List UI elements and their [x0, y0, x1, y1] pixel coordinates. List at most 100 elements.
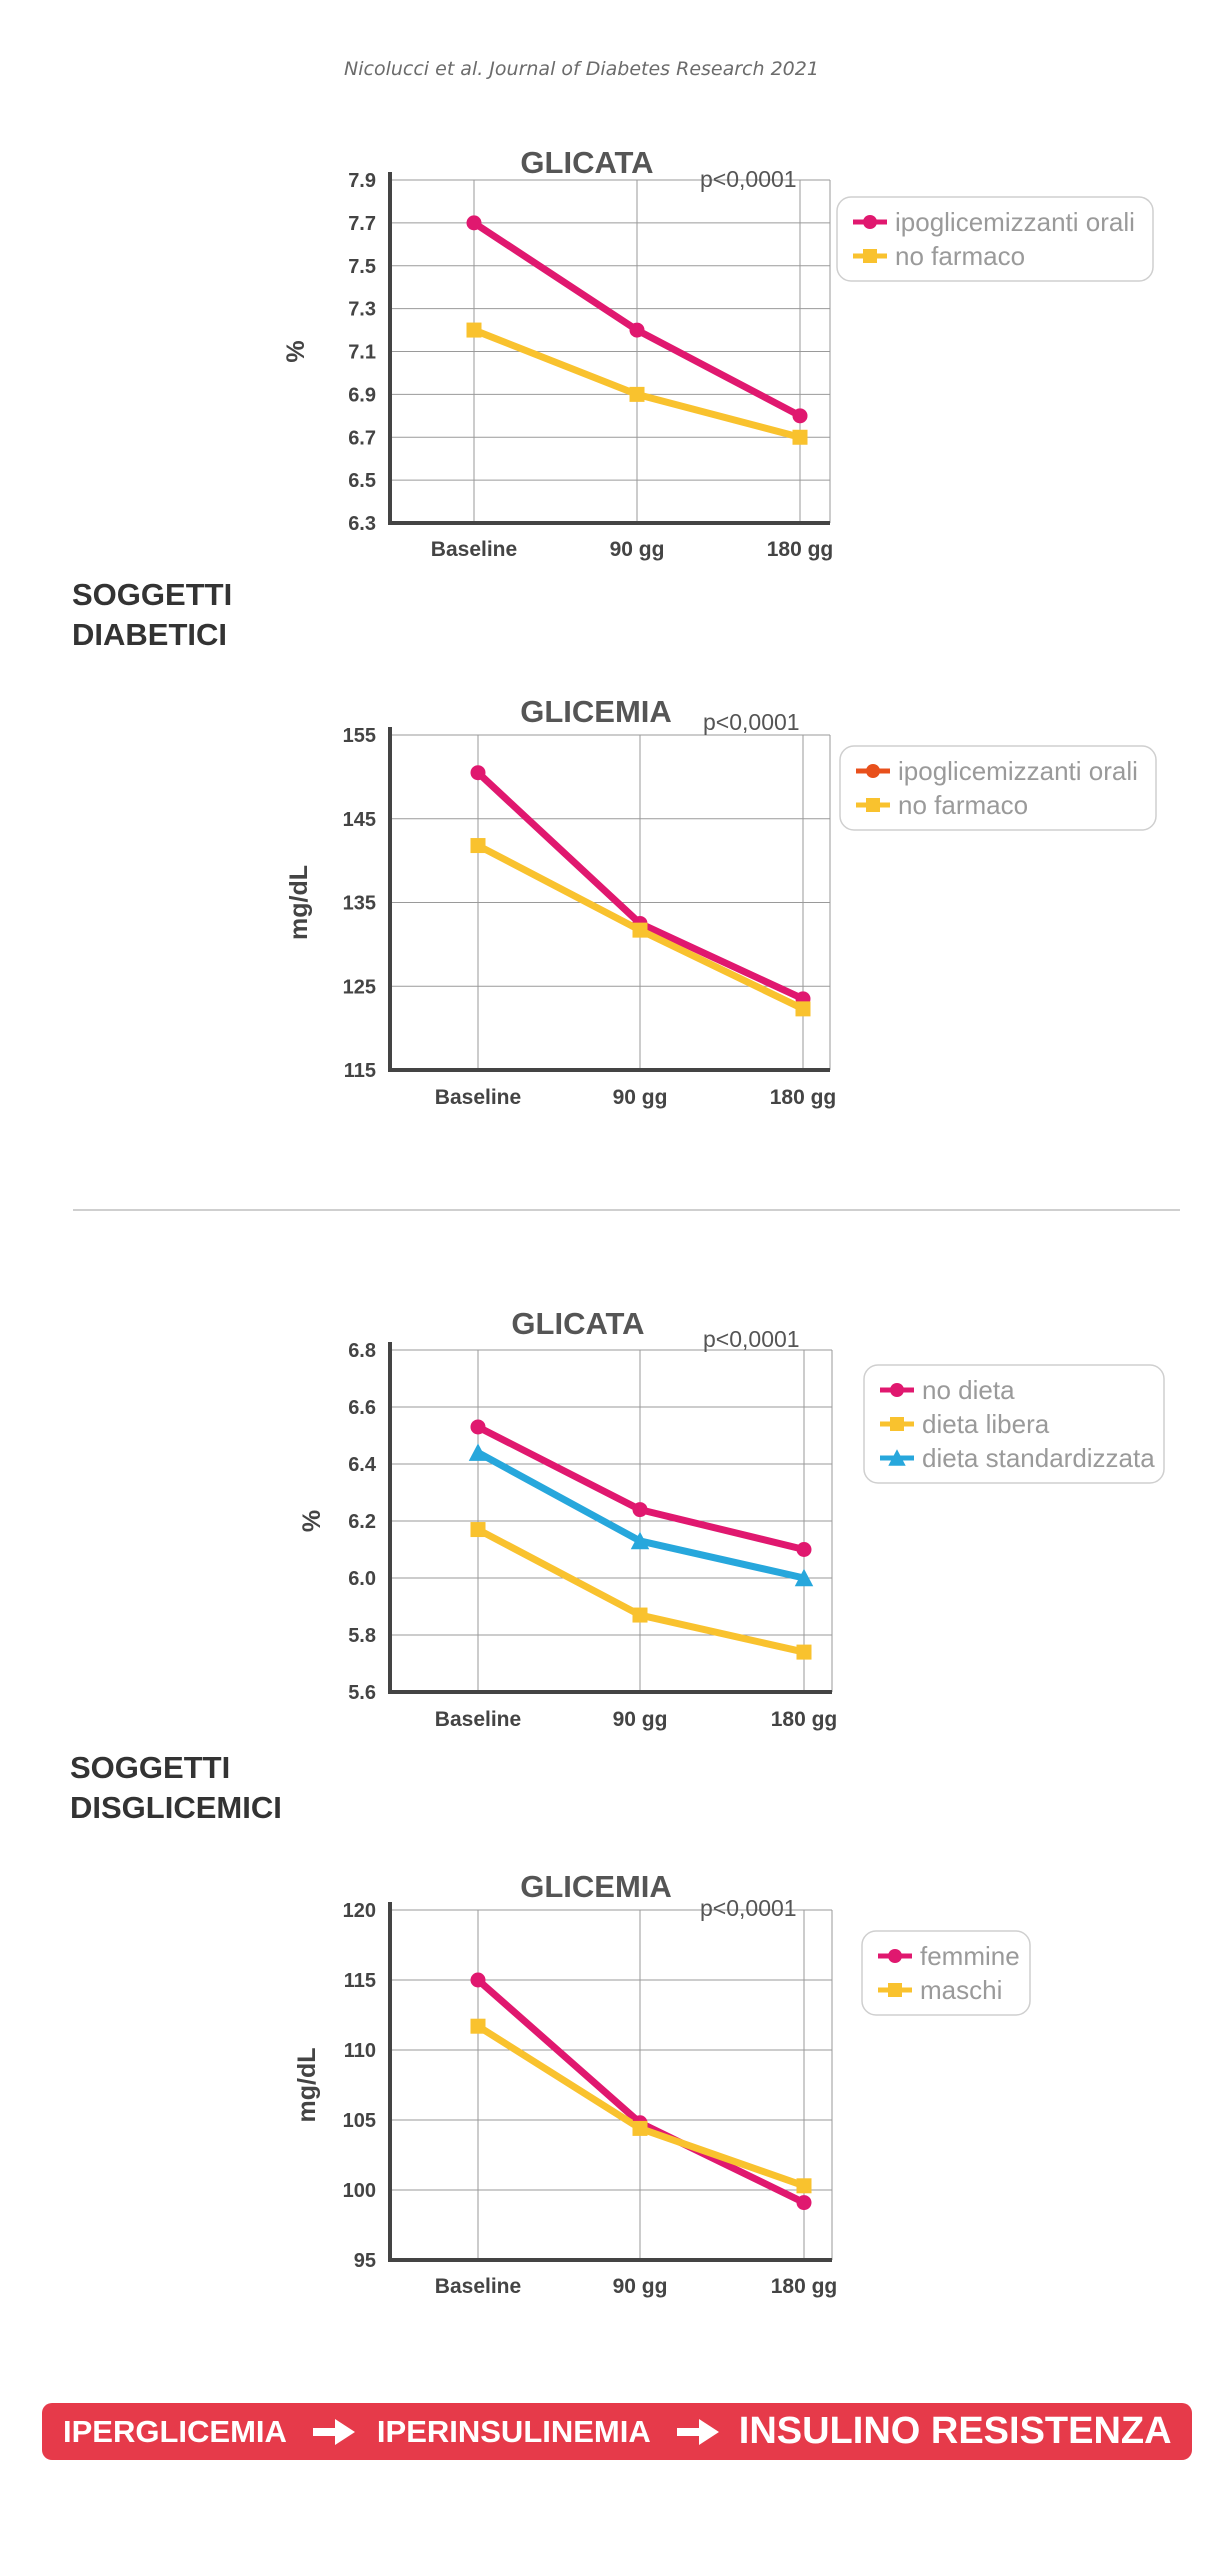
x-tick-label: Baseline	[435, 1086, 521, 1109]
legend-marker-icon	[866, 798, 880, 812]
data-point	[796, 2195, 812, 2211]
y-tick-label: 95	[354, 2250, 376, 2272]
citation: Nicolucci et al. Journal of Diabetes Res…	[344, 58, 819, 80]
data-point	[629, 386, 645, 402]
y-tick-label: 115	[344, 1060, 376, 1082]
y-tick-label: 5.8	[348, 1625, 376, 1647]
y-tick-label: 125	[343, 976, 376, 998]
p-value-annotation: p<0,0001	[703, 709, 800, 735]
glicata-disglicemici-chart: 5.6 5.8 6.0 6.2 6.4 6.6 6.8 Baseline 90 gg 180 gg…	[298, 1306, 1165, 1731]
y-axis-label: mg/dL	[293, 2048, 321, 2123]
bottom-banner: IPERGLICEMIA IPERINSULINEMIA INSULINO RE…	[42, 2403, 1192, 2460]
right-arrow-icon	[312, 2418, 355, 2445]
data-point	[466, 215, 482, 231]
y-tick-label: 115	[344, 1970, 376, 1992]
legend-label: no farmaco	[898, 790, 1028, 820]
y-tick-label: 7.9	[348, 170, 376, 192]
x-tick-label: 180 gg	[767, 538, 834, 561]
glicata-diabetici-chart: 6.3 6.5 6.7 6.9 7.1 7.3 7.5 7.7 7.9 Baseline 90 gg…	[282, 145, 1154, 561]
p-value-annotation: p<0,0001	[700, 166, 797, 192]
y-tick-label: 6.6	[348, 1397, 376, 1419]
x-tick-label: 90 gg	[613, 2275, 668, 2298]
chart-title: GLICEMIA	[520, 694, 672, 729]
y-axis-label: %	[298, 1510, 326, 1532]
data-point	[470, 2018, 486, 2034]
legend-label: ipoglicemizzanti orali	[898, 756, 1138, 786]
section-label-line: SOGGETTI	[70, 1750, 231, 1785]
data-point	[470, 1419, 486, 1435]
legend-marker-icon	[888, 1949, 902, 1963]
x-tick-label: Baseline	[431, 538, 517, 561]
legend-marker-icon	[888, 1449, 906, 1466]
data-point	[794, 1568, 814, 1587]
section-label-disglicemici: SOGGETTI DISGLICEMICI	[70, 1748, 282, 1828]
legend-label: ipoglicemizzanti orali	[895, 207, 1135, 237]
banner-step: INSULINO RESISTENZA	[738, 2410, 1172, 2452]
data-point	[466, 322, 482, 338]
y-axis-label: %	[282, 340, 310, 362]
chart-title: GLICEMIA	[520, 1869, 672, 1904]
y-tick-label: 6.2	[348, 1511, 376, 1533]
legend-label: no dieta	[922, 1375, 1015, 1405]
y-tick-label: 7.5	[348, 256, 376, 278]
data-point	[629, 322, 645, 338]
series-line	[474, 1423, 808, 1553]
data-point	[470, 765, 486, 781]
data-point	[632, 2120, 648, 2136]
legend-label: dieta libera	[922, 1409, 1050, 1439]
y-tick-label: 135	[343, 893, 376, 915]
legend-label: femmine	[920, 1941, 1020, 1971]
y-tick-label: 6.0	[348, 1568, 376, 1590]
data-point	[470, 1522, 486, 1538]
y-tick-label: 7.7	[348, 213, 376, 235]
legend-marker-icon	[888, 1983, 902, 1997]
y-tick-label: 7.1	[348, 342, 376, 364]
legend-marker-icon	[866, 764, 880, 778]
x-tick-label: 90 gg	[613, 1708, 668, 1731]
data-point	[632, 922, 648, 938]
x-tick-label: 180 gg	[770, 1086, 837, 1109]
y-axis-label: mg/dL	[285, 865, 313, 940]
legend-box	[863, 1364, 1165, 1484]
glicemia-disglicemici-chart: 95 100 105 110 115 120 Baseline 90 gg 180 gg mg/d…	[293, 1869, 1031, 2298]
data-point	[630, 1531, 650, 1550]
right-arrow-icon	[676, 2418, 719, 2445]
data-point	[796, 2178, 812, 2194]
data-point	[632, 1502, 648, 1518]
data-point	[632, 1607, 648, 1623]
data-point	[796, 1542, 812, 1557]
legend-box	[836, 196, 1154, 282]
data-point	[470, 1972, 486, 1988]
p-value-annotation: p<0,0001	[703, 1326, 800, 1352]
section-label-line: DIABETICI	[72, 617, 227, 652]
x-tick-label: 180 gg	[771, 1708, 838, 1731]
x-tick-label: 90 gg	[610, 538, 665, 561]
x-tick-label: 90 gg	[613, 1086, 668, 1109]
y-tick-label: 105	[343, 2110, 376, 2132]
y-tick-label: 6.4	[348, 1454, 377, 1476]
x-tick-label: Baseline	[435, 2275, 521, 2298]
section-label-diabetici: SOGGETTI DIABETICI	[72, 575, 232, 655]
legend-label: dieta standardizzata	[922, 1443, 1155, 1473]
glicemia-diabetici-chart: 115 125 135 145 155 Baseline 90 gg 180 gg mg/dL G…	[285, 694, 1157, 1109]
x-tick-label: Baseline	[435, 1708, 521, 1731]
banner-step: IPERGLICEMIA	[63, 2413, 287, 2449]
section-label-line: DISGLICEMICI	[70, 1790, 282, 1825]
legend-box	[839, 745, 1157, 831]
data-point	[792, 408, 808, 424]
y-tick-label: 7.3	[348, 299, 376, 321]
legend-marker-icon	[863, 215, 877, 229]
data-point	[792, 429, 808, 445]
data-point	[470, 838, 486, 854]
section-divider	[73, 1209, 1180, 1211]
y-tick-label: 6.8	[348, 1340, 376, 1362]
section-label-line: SOGGETTI	[72, 577, 233, 612]
legend-label: maschi	[920, 1975, 1002, 2005]
p-value-annotation: p<0,0001	[700, 1895, 797, 1921]
chart-title: GLICATA	[520, 145, 653, 180]
y-tick-label: 110	[344, 2040, 376, 2062]
legend-marker-icon	[863, 249, 877, 263]
legend-marker-icon	[890, 1383, 904, 1397]
y-tick-label: 6.5	[348, 470, 376, 492]
legend-label: no farmaco	[895, 241, 1025, 271]
